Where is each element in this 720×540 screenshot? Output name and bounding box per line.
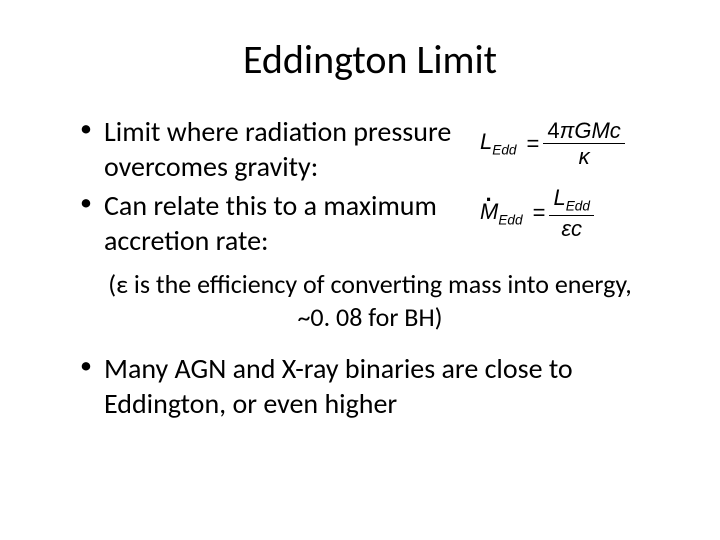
bullet-list-bottom: Many AGN and X-ray binaries are close to… [80, 351, 680, 421]
bullet-item: Many AGN and X-ray binaries are close to… [80, 351, 680, 421]
fraction-denominator: κ [575, 144, 594, 168]
equation-ledd: LEdd = 4πGMc κ [480, 119, 680, 168]
eq-coef: 4 [547, 118, 559, 143]
fraction-numerator: 4πGMc [543, 119, 624, 144]
equals-sign: = [527, 131, 540, 157]
bullet-item: Limit where radiation pressure overcomes… [80, 114, 470, 184]
eq-vars: GMc [574, 118, 620, 143]
bullet-item: Can relate this to a maximum accretion r… [80, 188, 470, 258]
eq-lhs: MEdd [480, 199, 523, 227]
equals-sign: = [533, 200, 546, 226]
eq-subscript: Edd [498, 212, 522, 227]
eq-subscript: Edd [566, 199, 590, 214]
content-row: Limit where radiation pressure overcomes… [60, 114, 680, 262]
slide-title: Eddington Limit [60, 35, 680, 84]
equations-block: LEdd = 4πGMc κ MEdd = LEdd [480, 114, 680, 258]
fraction: LEdd εc [549, 186, 594, 240]
eq-var: L [553, 185, 565, 210]
bullets-top-block: Limit where radiation pressure overcomes… [60, 114, 470, 262]
fraction: 4πGMc κ [543, 119, 624, 168]
equation-mdot: MEdd = LEdd εc [480, 186, 680, 240]
epsilon-symbol: ε [561, 216, 571, 241]
fraction-denominator: εc [557, 216, 586, 240]
eq-subscript: Edd [492, 143, 516, 158]
eq-var-dot: M [480, 199, 498, 225]
efficiency-note: (ε is the efficiency of converting mass … [100, 268, 640, 333]
slide: Eddington Limit Limit where radiation pr… [0, 0, 720, 540]
bullet-list-top: Limit where radiation pressure overcomes… [80, 114, 470, 258]
eq-var: c [571, 216, 582, 241]
fraction-numerator: LEdd [549, 186, 594, 216]
eq-var: L [480, 129, 492, 154]
eq-lhs: LEdd [480, 129, 517, 157]
pi-symbol: π [560, 118, 575, 143]
